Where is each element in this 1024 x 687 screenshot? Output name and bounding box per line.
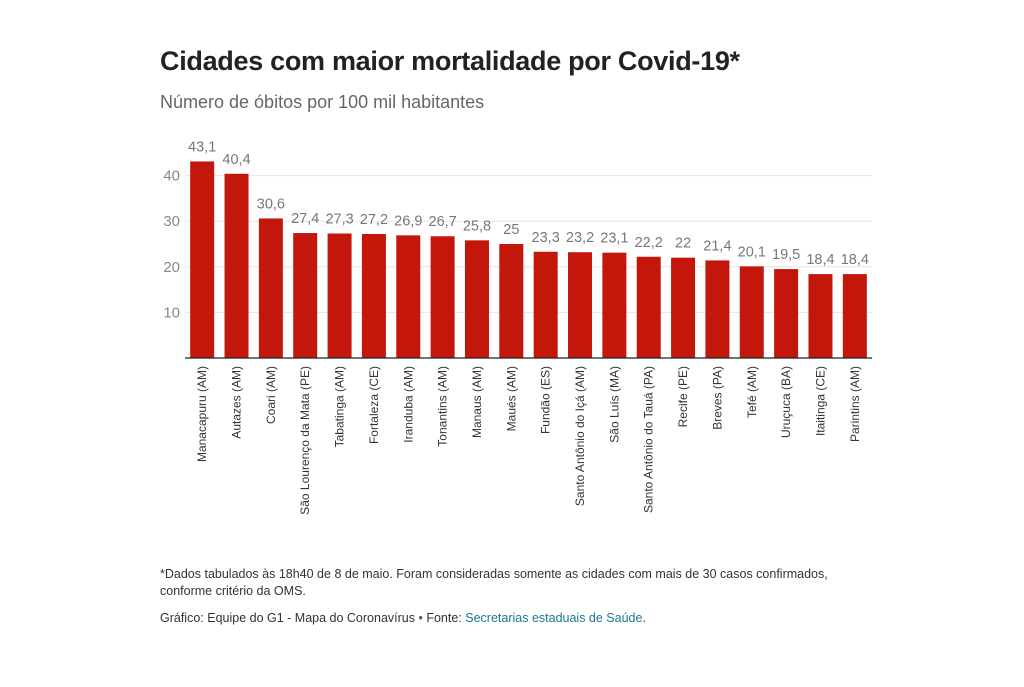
bar [499,244,524,358]
value-label: 30,6 [257,196,285,212]
x-tick-label: Fortaleza (CE) [367,366,381,444]
value-label: 23,3 [532,230,560,246]
credit-separator: • [415,611,427,625]
value-label: 22 [675,236,691,252]
bar [430,236,455,358]
x-tick-label: Parintins (AM) [848,366,862,442]
x-tick-label: Recife (PE) [676,366,690,427]
value-label: 21,4 [703,238,731,254]
y-tick-label: 40 [163,168,180,185]
y-tick-label: 20 [163,259,180,276]
x-tick-label: Breves (PA) [710,366,724,430]
x-tick-label: Itaitinga (CE) [813,366,827,436]
x-tick-label: Manaus (AM) [470,366,484,438]
x-tick-label: São Luís (MA) [607,366,621,443]
source-link[interactable]: Secretarias estaduais de Saúde [465,611,643,625]
chart-title: Cidades com maior mortalidade por Covid-… [160,46,740,76]
x-tick-label: Tonantins (AM) [436,366,450,447]
bar [190,161,215,358]
x-tick-label: Uruçuca (BA) [779,366,793,438]
value-label: 25 [503,222,519,238]
bar [327,233,352,358]
x-tick-label: Coari (AM) [264,366,278,424]
bar [739,266,764,358]
bar [636,256,661,358]
value-label: 20,1 [738,244,766,260]
bar [602,252,627,358]
value-label: 18,4 [841,252,869,268]
bar [774,269,799,358]
bar [533,251,558,358]
value-label: 26,9 [394,213,422,229]
bar [808,274,833,358]
x-tick-label: Santo Antônio do Tauá (PA) [642,366,656,513]
bar [224,173,249,358]
value-label: 19,5 [772,247,800,263]
bar [671,257,696,358]
x-tick-label: Iranduba (AM) [401,366,415,443]
credit-text: Gráfico: Equipe do G1 - Mapa do Coronaví… [160,611,415,625]
source-label: Fonte: [426,611,466,625]
bar [705,260,730,358]
value-label: 18,4 [806,252,834,268]
bar [464,240,489,358]
chart-subtitle: Número de óbitos por 100 mil habitantes [160,92,485,112]
y-tick-label: 30 [163,213,180,230]
value-label: 25,8 [463,218,491,234]
x-tick-label: Tefé (AM) [745,366,759,418]
x-tick-label: Tabatinga (AM) [333,366,347,447]
bar [361,233,386,358]
x-tick-label: Santo Antônio do Içá (AM) [573,366,587,506]
value-label: 22,2 [635,235,663,251]
value-label: 27,4 [291,211,319,227]
bar [258,218,283,358]
credit-line: Gráfico: Equipe do G1 - Mapa do Coronaví… [160,611,646,625]
footnote: *Dados tabulados às 18h40 de 8 de maio. … [160,567,828,598]
x-tick-label: São Lourenço da Mata (PE) [298,366,312,515]
x-tick-label: Autazes (AM) [230,366,244,439]
x-tick-label: Manacapuru (AM) [195,366,209,462]
bar [568,252,593,358]
x-tick-label: Maués (AM) [504,366,518,431]
x-tick-label: Fundão (ES) [539,366,553,434]
bar [842,274,867,358]
bar [396,235,421,358]
bar [293,233,318,358]
value-label: 26,7 [429,214,457,230]
bar-chart: 10 20 30 40 43,1 Manacapuru (AM) 40,4 Autazes (… [163,139,872,515]
value-label: 40,4 [222,152,250,168]
value-label: 23,2 [566,230,594,246]
value-label: 27,2 [360,212,388,228]
credit-end: . [642,611,646,625]
value-label: 27,3 [325,212,353,228]
value-label: 23,1 [600,231,628,247]
y-tick-label: 10 [163,304,180,321]
value-label: 43,1 [188,139,216,155]
